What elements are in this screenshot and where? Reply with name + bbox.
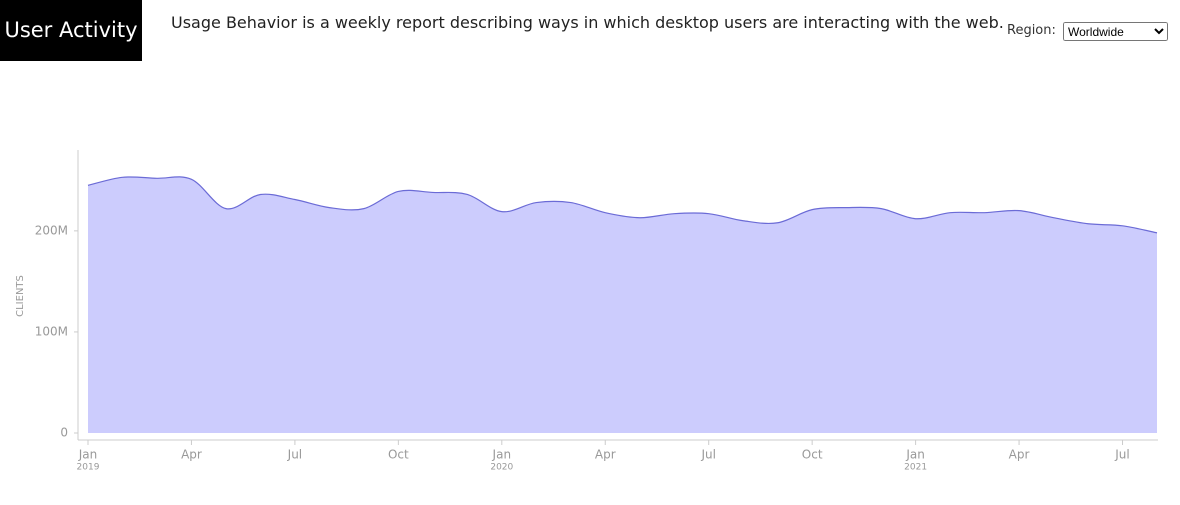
description: Usage Behavior is a weekly report descri… xyxy=(171,13,1004,32)
y-tick-label: 0 xyxy=(60,426,68,440)
x-tick-label: Apr xyxy=(181,448,202,462)
x-tick-label: Apr xyxy=(595,448,616,462)
x-tick-label: Jul xyxy=(700,448,715,462)
region-select[interactable]: Worldwide xyxy=(1063,22,1168,41)
x-tick-label: Oct xyxy=(388,448,409,462)
x-tick-year: 2020 xyxy=(490,463,513,473)
x-tick-label: Jan xyxy=(492,448,512,462)
page-title: User Activity xyxy=(0,0,142,61)
x-tick-year: 2019 xyxy=(77,463,100,473)
line xyxy=(87,176,1158,234)
region-label: Region: xyxy=(1007,23,1056,38)
y-tick-label: 100M xyxy=(35,324,68,338)
x-tick-label: Apr xyxy=(1009,448,1030,462)
y-axis-label: CLIENTS xyxy=(15,275,26,317)
x-tick-label: Jul xyxy=(287,448,302,462)
x-tick-label: Oct xyxy=(802,448,823,462)
area xyxy=(88,176,1157,433)
x-tick-year: 2021 xyxy=(904,463,927,473)
x-tick-label: Jan xyxy=(905,448,925,462)
x-tick-label: Jan xyxy=(78,448,98,462)
x-tick-label: Jul xyxy=(1114,448,1129,462)
y-tick-label: 200M xyxy=(35,223,68,237)
